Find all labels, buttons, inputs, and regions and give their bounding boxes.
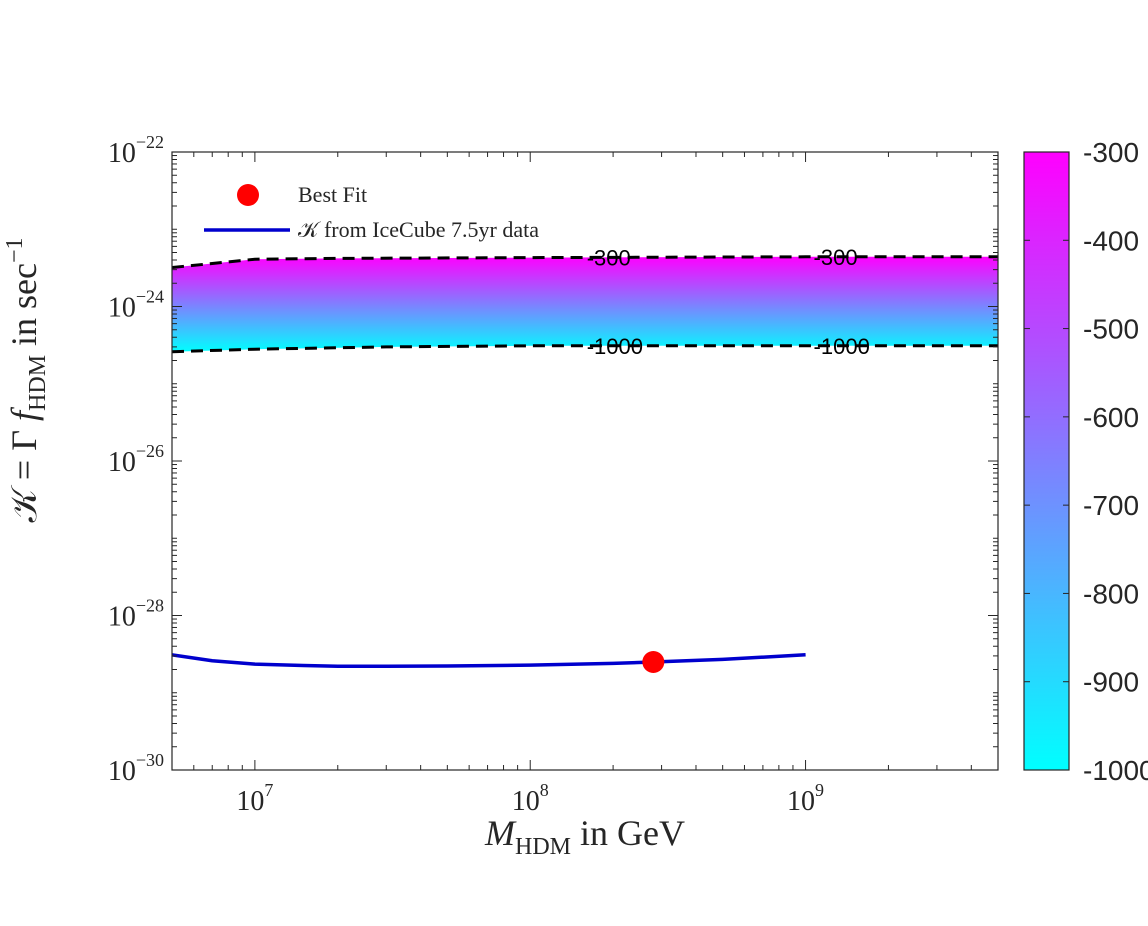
y-axis-label-sub: HDM [25, 355, 51, 411]
x-axis-label-symbol: M [484, 813, 517, 853]
best-fit-point [642, 651, 665, 674]
y-axis-label-prefix: 𝒦 = Γ [4, 421, 44, 523]
colorbar-tick-label: -1000 [1083, 755, 1148, 786]
plot-layer [172, 255, 998, 674]
legend-best-fit-label: Best Fit [298, 182, 367, 207]
contour-label: -1000 [587, 334, 643, 359]
colorbar-ticks: -300 -400 -500 -600 -700 -800 -900 -1000 [1024, 137, 1148, 786]
x-axis-label-sub: HDM [515, 834, 571, 860]
x-axis-label: MHDM in GeV [484, 813, 685, 860]
plot-frame [171, 151, 999, 771]
legend: Best Fit 𝒦 from IceCube 7.5yr data [204, 182, 539, 242]
plot-area [172, 152, 998, 770]
y-tick-label: 10−28 [108, 596, 164, 633]
y-axis-label-sup: −1 [2, 237, 28, 263]
y-tick-label: 10−24 [108, 287, 164, 324]
contour-label: -300 [814, 245, 858, 270]
colorbar-tick-label: -600 [1083, 402, 1139, 433]
x-tick-label: 107 [236, 780, 273, 817]
series-line-icecube [172, 653, 806, 669]
colorbar-tick-label: -400 [1083, 225, 1139, 256]
colorbar-tick-label: -300 [1083, 137, 1139, 168]
y-tick-label: 10−22 [108, 132, 164, 169]
x-tick-label: 108 [512, 780, 549, 817]
colorbar-tick-label: -800 [1083, 578, 1139, 609]
contour-line-lower [172, 344, 998, 354]
tick-marks [171, 152, 999, 771]
colorbar [1023, 151, 1070, 771]
colorbar-tick-label: -500 [1083, 314, 1139, 345]
x-axis-label-text: in GeV [571, 813, 685, 853]
y-tick-label: 10−26 [108, 441, 164, 478]
contour-line-upper [172, 255, 998, 269]
y-axis-label: 𝒦 = Γ fHDM in sec−1 [2, 237, 51, 522]
colorbar-tick-label: -900 [1083, 667, 1139, 698]
y-axis-label-text: in sec [4, 263, 44, 355]
contour-band [172, 256, 998, 352]
x-tick-label: 109 [787, 780, 824, 817]
legend-icecube-label: 𝒦 from IceCube 7.5yr data [298, 217, 539, 242]
colorbar-tick-label: -700 [1083, 490, 1139, 521]
contour-label: -1000 [814, 334, 870, 359]
legend-best-fit-marker [237, 184, 259, 206]
y-tick-label: 10−30 [108, 750, 164, 787]
tick-labels: -300 -300 -1000 -1000 107 108 109 10−30 10−28 10−… [108, 132, 870, 817]
contour-label: -300 [587, 246, 631, 271]
